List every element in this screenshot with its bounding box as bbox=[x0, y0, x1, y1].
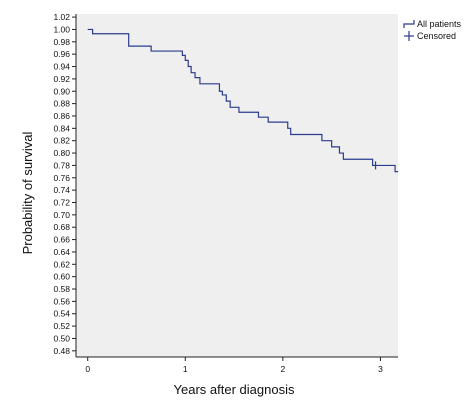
legend-step-icon bbox=[403, 20, 415, 28]
y-tick-label: 0.72 bbox=[53, 197, 70, 207]
y-tick-label: 0.68 bbox=[53, 222, 70, 232]
x-axis-ticks: 0 1 2 3 bbox=[85, 357, 383, 374]
y-tick-label: 0.64 bbox=[53, 247, 70, 257]
y-tick-label: 0.90 bbox=[53, 86, 70, 96]
y-tick-label: 0.74 bbox=[53, 185, 70, 195]
x-tick-label: 1 bbox=[183, 364, 188, 374]
y-tick-label: 0.94 bbox=[53, 62, 70, 72]
y-tick-label: 0.78 bbox=[53, 160, 70, 170]
y-tick-label: 0.66 bbox=[53, 235, 70, 245]
y-tick-label: 0.60 bbox=[53, 272, 70, 282]
x-tick-label: 2 bbox=[280, 364, 285, 374]
legend: All patients Censored bbox=[403, 19, 462, 41]
x-tick-label: 0 bbox=[85, 364, 90, 374]
y-tick-label: 0.88 bbox=[53, 99, 70, 109]
y-tick-label: 0.50 bbox=[53, 333, 70, 343]
y-tick-label: 0.76 bbox=[53, 173, 70, 183]
y-tick-label: 0.70 bbox=[53, 210, 70, 220]
y-tick-label: 0.92 bbox=[53, 74, 70, 84]
y-axis-ticks: 1.02 1.00 0.98 0.96 0.94 0.92 0.90 0.88 0.86 0.84… bbox=[53, 12, 76, 356]
y-tick-label: 0.58 bbox=[53, 284, 70, 294]
y-tick-label: 0.80 bbox=[53, 148, 70, 158]
y-tick-label: 1.00 bbox=[53, 24, 70, 34]
y-tick-label: 0.56 bbox=[53, 296, 70, 306]
y-tick-label: 0.98 bbox=[53, 37, 70, 47]
x-axis-title: Years after diagnosis bbox=[174, 382, 295, 397]
y-tick-label: 0.62 bbox=[53, 259, 70, 269]
plot-background bbox=[76, 14, 398, 357]
legend-label-all-patients: All patients bbox=[417, 19, 462, 29]
y-tick-label: 0.86 bbox=[53, 111, 70, 121]
x-tick-label: 3 bbox=[378, 364, 383, 374]
y-tick-label: 0.54 bbox=[53, 309, 70, 319]
y-tick-label: 0.82 bbox=[53, 136, 70, 146]
y-tick-label: 0.84 bbox=[53, 123, 70, 133]
y-axis-title: Probability of survival bbox=[20, 131, 35, 254]
y-tick-label: 0.52 bbox=[53, 321, 70, 331]
y-tick-label: 0.48 bbox=[53, 346, 70, 356]
legend-label-censored: Censored bbox=[417, 31, 456, 41]
survival-curve bbox=[87, 28, 398, 173]
y-tick-label: 1.02 bbox=[53, 12, 70, 22]
y-tick-label: 0.96 bbox=[53, 49, 70, 59]
